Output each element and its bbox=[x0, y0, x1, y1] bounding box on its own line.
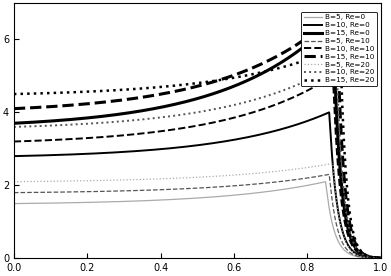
Legend: B=5, Re=0, B=10, Re=0, B=15, Re=0, B=5, Re=10, B=10, Re=10, B=15, Re=10, B=5, Re: B=5, Re=0, B=10, Re=0, B=15, Re=0, B=5, … bbox=[301, 12, 377, 86]
